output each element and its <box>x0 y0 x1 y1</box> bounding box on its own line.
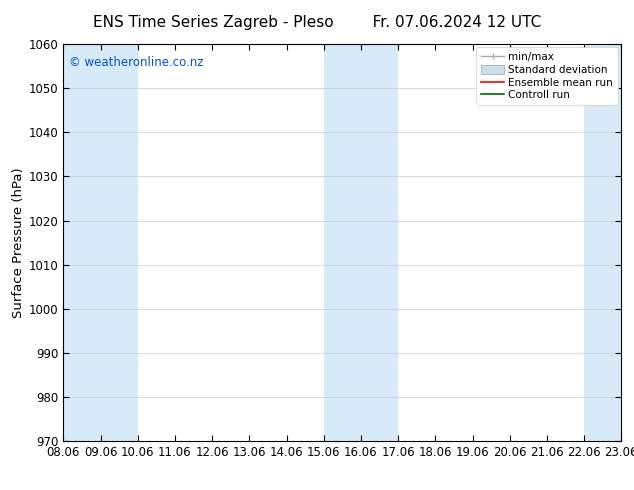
Text: ENS Time Series Zagreb - Pleso        Fr. 07.06.2024 12 UTC: ENS Time Series Zagreb - Pleso Fr. 07.06… <box>93 15 541 30</box>
Y-axis label: Surface Pressure (hPa): Surface Pressure (hPa) <box>11 167 25 318</box>
Bar <box>584 44 621 441</box>
Legend: min/max, Standard deviation, Ensemble mean run, Controll run: min/max, Standard deviation, Ensemble me… <box>476 47 618 105</box>
Bar <box>324 44 398 441</box>
Text: © weatheronline.co.nz: © weatheronline.co.nz <box>69 56 204 69</box>
Bar <box>63 44 138 441</box>
